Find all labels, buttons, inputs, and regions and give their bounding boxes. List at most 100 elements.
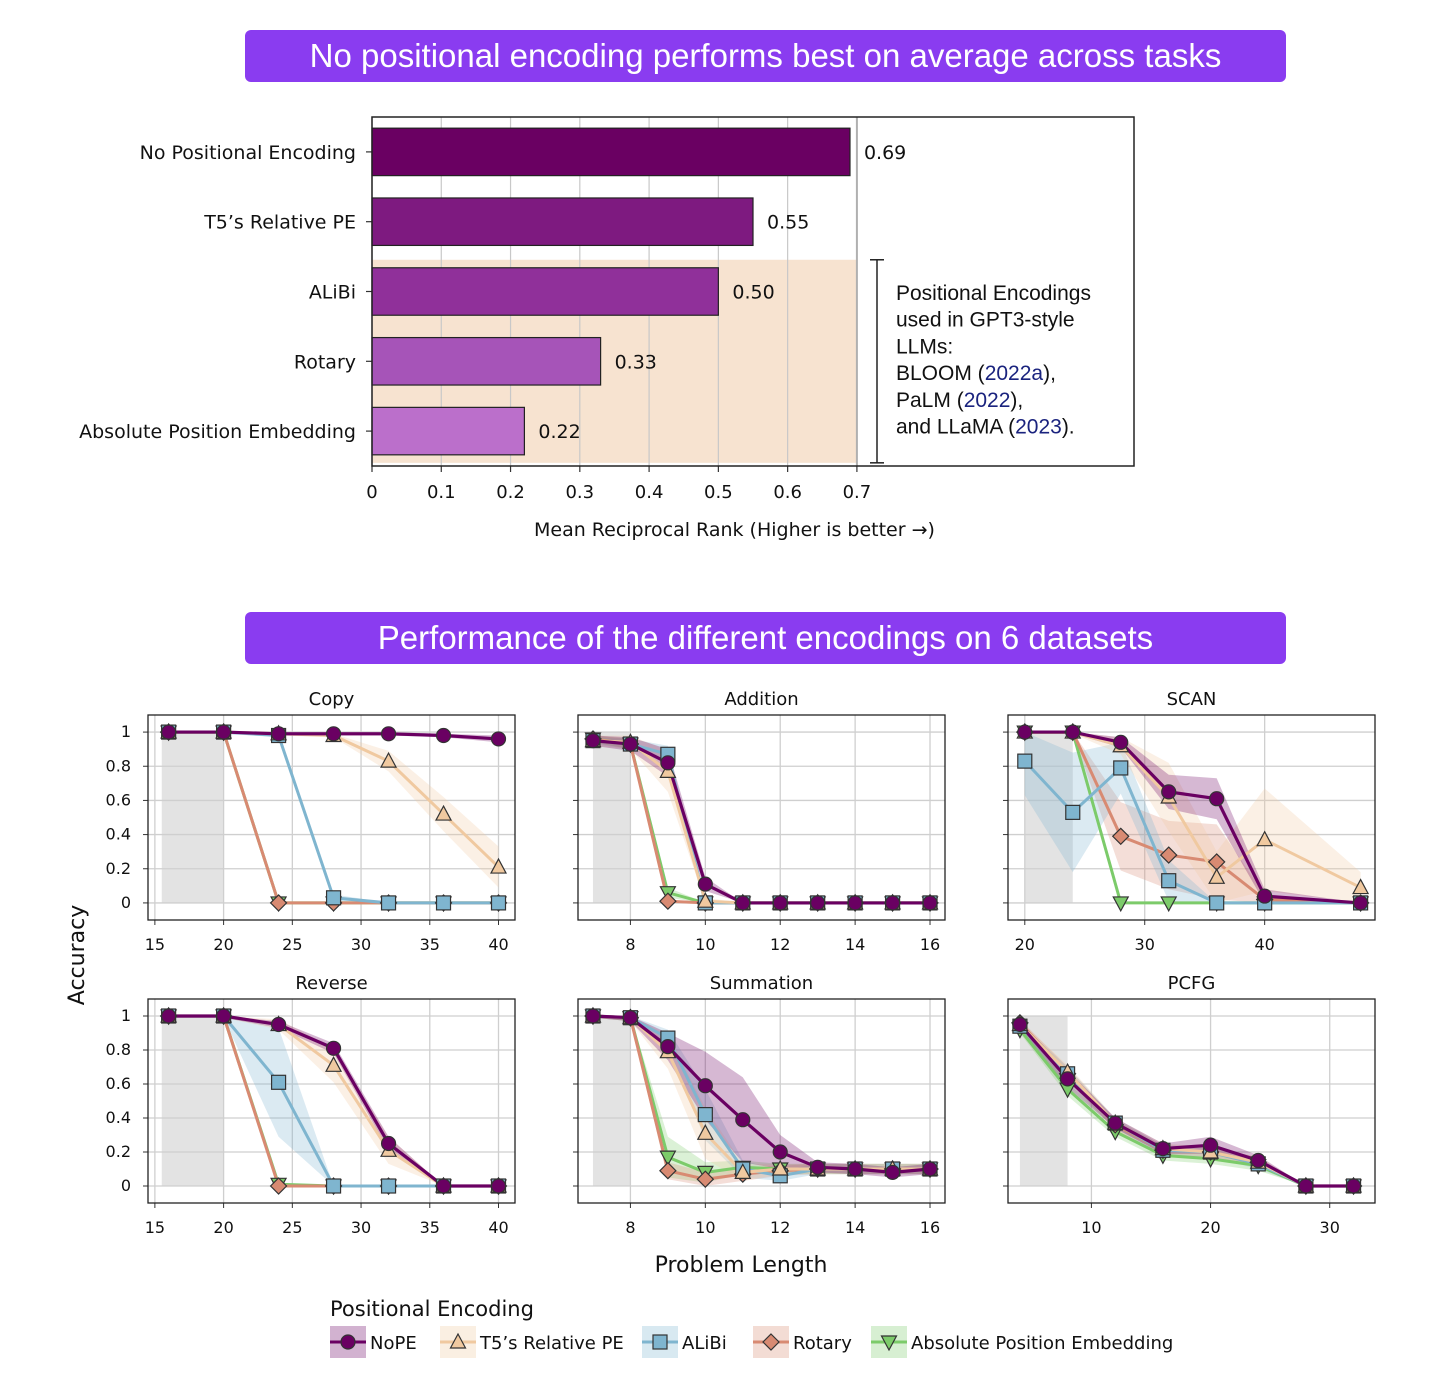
x-tick-label: 14 xyxy=(845,935,865,954)
point-nope xyxy=(435,1178,452,1194)
legend-marker xyxy=(762,1333,780,1351)
x-tick-label: 14 xyxy=(845,1218,865,1237)
point-nope xyxy=(1202,1137,1219,1153)
point-nope xyxy=(1353,895,1369,911)
x-tick-label: 0.7 xyxy=(843,482,872,503)
band-alibi xyxy=(168,1016,499,1186)
point-nope xyxy=(270,1016,287,1033)
point-nope xyxy=(490,731,507,747)
point-t5-s-relative-pe xyxy=(771,1159,789,1176)
point-nope xyxy=(847,895,863,911)
point-nope xyxy=(622,1010,639,1026)
point-alibi xyxy=(380,1178,397,1194)
point-absolute-position-embedding xyxy=(659,1150,677,1167)
point-nope xyxy=(585,733,601,749)
x-tick-label: 0.1 xyxy=(427,482,456,503)
point-nope xyxy=(697,1078,713,1094)
bar-value-label: 0.50 xyxy=(732,282,774,304)
category-label: ALiBi xyxy=(309,282,356,304)
point-nope xyxy=(772,895,788,911)
point-nope xyxy=(1155,1140,1171,1157)
point-nope xyxy=(1012,1016,1028,1033)
x-tick-label: 10 xyxy=(1081,1218,1101,1237)
point-nope xyxy=(380,726,397,742)
y-tick-label: 0.6 xyxy=(106,1074,131,1093)
band-alibi xyxy=(1019,1022,1354,1186)
point-alibi xyxy=(270,1074,287,1090)
x-tick-label: 20 xyxy=(1015,935,1035,954)
citation-year: 2023 xyxy=(1015,416,1062,439)
panel-frame xyxy=(1007,714,1376,921)
point-nope xyxy=(215,724,232,740)
point-nope xyxy=(1065,724,1081,740)
point-alibi xyxy=(435,895,452,911)
mrr-bar-chart: 0 0.1 0.2 0.3 0.4 0.5 0.6 0.7 0.69 No Positional … xyxy=(79,116,1135,541)
point-nope xyxy=(1161,784,1177,800)
y-tick-label: 0 xyxy=(121,893,131,912)
legend-marker xyxy=(652,1334,668,1350)
y-tick-label: 0.4 xyxy=(106,1108,131,1127)
category-label: Rotary xyxy=(294,351,356,373)
shared-y-axis-label: Accuracy xyxy=(65,905,90,1005)
bottom-banner-title: Performance of the different encodings o… xyxy=(245,612,1286,664)
point-alibi xyxy=(697,1106,713,1123)
band-t5-s-relative-pe xyxy=(1019,1021,1354,1186)
x-tick-label: 35 xyxy=(420,935,440,954)
point-nope xyxy=(1345,1178,1362,1194)
x-tick-label: 15 xyxy=(145,935,165,954)
plot-frame xyxy=(371,116,1135,467)
point-nope xyxy=(161,1008,177,1024)
x-tick-label: 30 xyxy=(1320,1218,1340,1237)
panel-title: Summation xyxy=(710,973,813,994)
point-t5-s-relative-pe xyxy=(325,1056,343,1072)
point-nope xyxy=(1298,1178,1314,1194)
x-tick-label: 20 xyxy=(1200,1218,1220,1237)
point-nope xyxy=(735,895,751,911)
y-tick-label: 1 xyxy=(121,722,131,741)
y-tick-label: 0 xyxy=(121,1176,131,1195)
point-nope xyxy=(1107,1115,1123,1131)
point-nope xyxy=(161,724,177,740)
citation-text: and LLaMA ( xyxy=(896,416,1015,439)
legend-title: Positional Encoding xyxy=(330,1297,534,1321)
point-nope xyxy=(1017,724,1033,740)
annotation-citation: and LLaMA (2023). xyxy=(896,416,1075,439)
point-t5-s-relative-pe xyxy=(435,804,453,821)
bar-rotary xyxy=(371,336,602,386)
legend-marker xyxy=(340,1334,356,1350)
panel-frame xyxy=(1007,998,1376,1204)
y-tick-label: 0.8 xyxy=(106,756,131,775)
point-rotary xyxy=(269,1177,288,1195)
citation-text: BLOOM ( xyxy=(896,362,985,385)
point-nope xyxy=(1113,734,1129,750)
point-nope xyxy=(922,895,938,911)
point-rotary xyxy=(696,1170,715,1189)
annotation-citation: BLOOM (2022a), xyxy=(896,362,1056,385)
category-label: T5’s Relative PE xyxy=(203,212,356,234)
legend-entry-nope: NoPE xyxy=(330,1326,417,1358)
point-nope xyxy=(735,1112,751,1128)
x-tick-label: 8 xyxy=(625,935,635,954)
panel-title: Copy xyxy=(309,689,355,710)
legend-entry-absolute-position-embedding: Absolute Position Embedding xyxy=(871,1326,1173,1358)
band-rotary xyxy=(1019,1019,1354,1186)
point-rotary xyxy=(659,892,677,911)
point-rotary xyxy=(1111,827,1130,846)
x-tick-label: 40 xyxy=(1254,935,1274,954)
y-tick-label: 0.2 xyxy=(106,1142,131,1161)
point-t5-s-relative-pe xyxy=(490,857,508,874)
citation-text: PaLM ( xyxy=(896,389,964,412)
point-alibi xyxy=(325,1178,342,1194)
point-absolute-position-embedding xyxy=(1112,896,1130,913)
panel-summation: 8 10 12 14 16 Summation xyxy=(573,973,946,1237)
bar-absolute-position-embedding xyxy=(371,406,525,456)
y-tick-label: 0.8 xyxy=(106,1040,131,1059)
point-alibi xyxy=(1065,804,1081,820)
x-tick-label: 25 xyxy=(282,1218,302,1237)
point-t5-s-relative-pe xyxy=(1208,868,1226,884)
top-banner-title: No positional encoding performs best on … xyxy=(245,30,1286,82)
point-nope xyxy=(884,895,901,911)
point-alibi xyxy=(1161,873,1177,889)
point-nope xyxy=(1059,1071,1076,1087)
